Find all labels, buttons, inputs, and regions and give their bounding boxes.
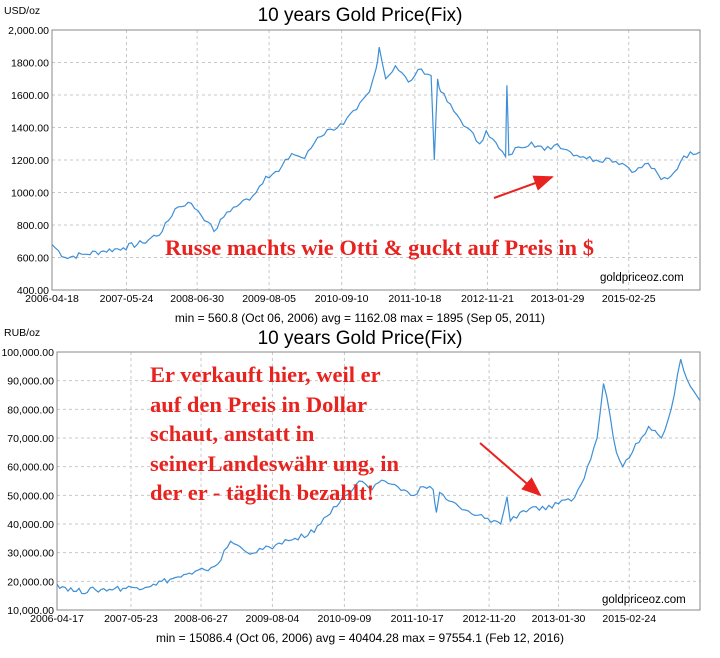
annotation-text-top: Russe machts wie Otti & guckt auf Preis …	[165, 235, 594, 260]
usd-price-line	[51, 46, 701, 260]
y-tick-label: 800.00	[17, 220, 49, 232]
x-tick-label: 2015-02-25	[602, 293, 656, 305]
x-tick-label: 2007-05-23	[104, 613, 158, 625]
rub-source-credit: goldpriceoz.com	[602, 594, 686, 606]
x-tick-label: 2008-06-30	[170, 293, 224, 305]
y-tick-label: 30,000.00	[7, 548, 54, 560]
usd-unit-label: USD/oz	[4, 5, 40, 17]
y-tick-label: 100,000.00	[1, 347, 54, 359]
rub-unit-label: RUB/oz	[4, 327, 40, 339]
y-tick-label: 90,000.00	[7, 376, 54, 388]
y-tick-label: 70,000.00	[7, 433, 54, 445]
y-tick-label: 10,000.00	[7, 605, 54, 617]
x-tick-label: 2009-08-04	[246, 613, 300, 625]
usd-stats-summary: min = 560.8 (Oct 06, 2006) avg = 1162.08…	[175, 311, 545, 325]
x-tick-label: 2010-09-09	[318, 613, 372, 625]
y-tick-label: 1600.00	[11, 90, 49, 102]
rub-chart-title: 10 years Gold Price(Fix)	[258, 328, 463, 349]
y-tick-label: 400.00	[17, 285, 49, 297]
x-tick-label: 2012-11-21	[461, 293, 514, 305]
y-tick-label: 600.00	[17, 253, 49, 265]
y-tick-label: 1800.00	[11, 58, 49, 70]
annotation-arrow-bottom	[479, 442, 542, 497]
annotation-arrow-top	[493, 175, 554, 199]
rub-price-line	[56, 359, 701, 595]
y-tick-label: 60,000.00	[7, 462, 54, 474]
x-tick-label: 2011-10-18	[388, 293, 441, 305]
usd-source-credit: goldpriceoz.com	[600, 272, 684, 284]
x-tick-label: 2015-02-24	[602, 613, 656, 625]
x-tick-label: 2007-05-24	[100, 293, 154, 305]
y-tick-label: 1000.00	[11, 188, 49, 200]
usd-chart-title: 10 years Gold Price(Fix)	[258, 5, 463, 26]
rub-chart: 10 years Gold Price(Fix) RUB/oz 10,000.0…	[1, 327, 701, 645]
x-tick-label: 2012-11-20	[463, 613, 516, 625]
x-tick-label: 2006-04-17	[30, 613, 84, 625]
x-tick-label: 2008-06-27	[174, 613, 228, 625]
y-tick-label: 50,000.00	[7, 490, 54, 502]
y-tick-label: 80,000.00	[7, 404, 54, 416]
x-tick-label: 2013-01-30	[532, 613, 586, 625]
usd-plot-frame	[51, 29, 701, 291]
y-tick-label: 2,000.00	[8, 25, 49, 37]
rub-stats-summary: min = 15086.4 (Oct 06, 2006) avg = 40404…	[156, 631, 564, 645]
annotation-text-bottom: Er verkauft hier, weil er auf den Preis …	[150, 362, 400, 505]
y-tick-label: 40,000.00	[7, 519, 54, 531]
x-tick-label: 2013-01-29	[531, 293, 585, 305]
x-tick-label: 2011-10-17	[391, 613, 444, 625]
y-tick-label: 1200.00	[11, 155, 49, 167]
x-tick-label: 2009-08-05	[242, 293, 296, 305]
y-tick-label: 20,000.00	[7, 576, 54, 588]
x-tick-label: 2006-04-18	[25, 293, 79, 305]
usd-chart: 10 years Gold Price(Fix) USD/oz 400.00 60…	[4, 5, 701, 325]
y-tick-label: 1400.00	[11, 123, 49, 135]
x-tick-label: 2010-09-10	[315, 293, 369, 305]
rub-plot-frame	[56, 351, 701, 611]
